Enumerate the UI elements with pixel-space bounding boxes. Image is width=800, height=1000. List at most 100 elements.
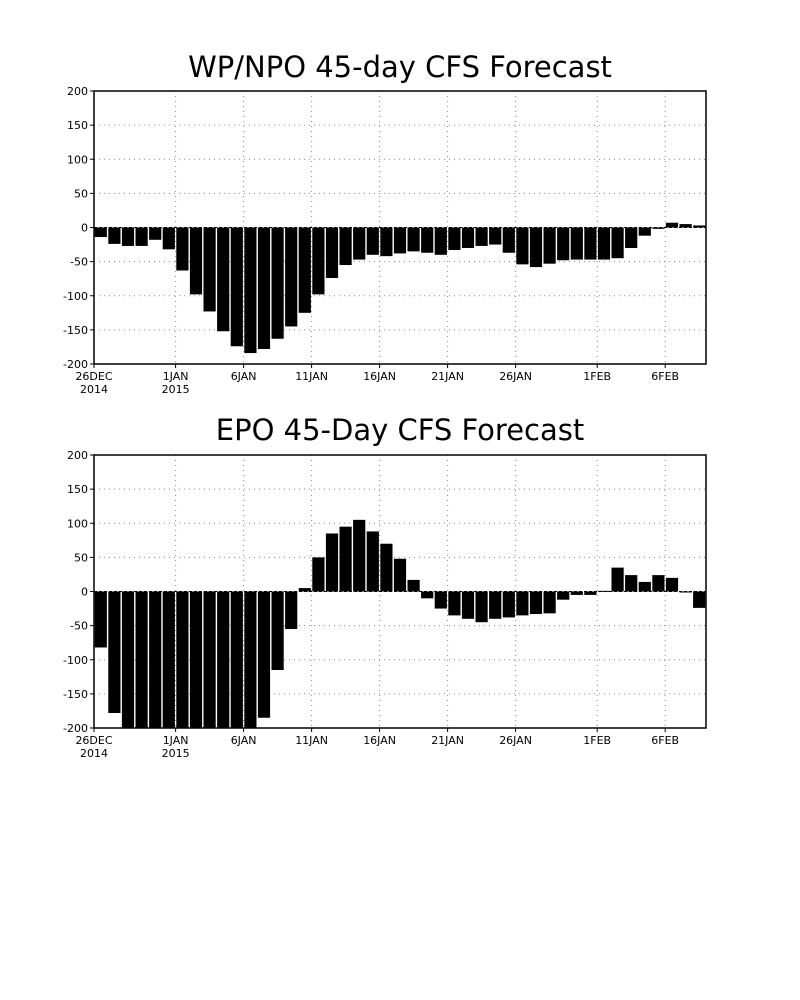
wp-npo-bar [652,227,665,229]
wp-npo-bar [597,227,611,260]
epo-bar [570,591,583,595]
epo-bar [285,591,298,630]
wp-npo-bar [312,227,325,295]
wp-npo-y-tick-label: -50 [70,256,88,269]
epo-bar [94,591,107,648]
epo-bar [489,591,502,619]
wp-npo-y-tick-label: -200 [63,358,88,371]
epo-bar [149,591,162,728]
wp-npo-bar [448,227,461,251]
wp-npo-bar [366,227,379,255]
epo-bar [162,591,175,728]
wp-npo-bar [353,227,366,260]
epo-bar [353,519,366,592]
wp-npo-x-tick-year-label: 2015 [162,383,190,396]
wp-npo-x-tick-label: 1JAN [163,370,189,383]
epo-bar [108,591,121,713]
wp-npo-bar [121,227,135,246]
wp-npo-bar [162,227,175,250]
epo-bar [557,591,570,600]
wp-npo-bar [108,227,121,244]
epo-bar [502,591,515,618]
epo-x-tick-label: 21JAN [431,734,464,747]
epo-bar [176,591,189,728]
wp-npo-x-tick-label: 26JAN [499,370,532,383]
epo-y-tick-label: -100 [63,654,88,667]
epo-bar [244,591,257,728]
epo-bar [393,558,407,592]
epo-bar [665,577,679,592]
epo-bar [461,591,475,619]
epo-x-tick-label: 1JAN [163,734,189,747]
epo-bar [121,591,135,728]
wp-npo-bar [285,227,298,327]
wp-npo-bar [94,227,107,238]
epo-bar [584,591,597,595]
epo-bar [135,591,148,728]
wp-npo-bar [176,227,189,271]
epo-bar [448,591,461,616]
epo-x-tick-label: 6JAN [231,734,257,747]
epo-bar [475,591,488,623]
wp-npo-bar [189,227,203,295]
wp-npo-bar [298,227,311,313]
epo-bar [421,591,434,599]
wp-npo-bar [502,227,515,253]
wp-npo-bar [557,227,570,261]
wp-npo-y-tick-label: -100 [63,290,88,303]
epo-y-tick-label: 150 [67,483,88,496]
epo-x-tick-year-label: 2015 [162,747,190,760]
wp-npo-bar [393,227,407,254]
wp-npo-x-tick-label: 16JAN [363,370,396,383]
epo-x-tick-year-label: 2014 [80,747,108,760]
epo-y-tick-label: 0 [81,586,88,599]
epo-bar [652,575,665,592]
epo-y-tick-label: 100 [67,517,88,530]
wp-npo-bar [271,227,284,339]
epo-bar [434,591,447,609]
wp-npo-bar [638,227,651,236]
wp-npo-bar [475,227,488,246]
wp-npo-bar [693,225,706,228]
epo-x-tick-label: 1FEB [583,734,611,747]
epo-bar [543,591,556,614]
wp-npo-y-tick-label: 0 [81,222,88,235]
wp-npo-bar [516,227,529,265]
wp-npo-bar [325,227,339,279]
wp-npo-y-tick-label: -150 [63,324,88,337]
epo-bar [407,579,420,592]
epo-bar [611,567,624,592]
epo-bar [230,591,243,728]
wp-npo-plot-frame [93,90,707,365]
wp-npo-bar [380,227,393,257]
wp-npo-x-tick-label: 1FEB [583,370,611,383]
wp-npo-bar [244,227,257,354]
epo-bar [325,533,339,592]
wp-npo-bar [529,227,543,268]
epo-bar [217,591,230,728]
epo-x-tick-label: 26DEC [75,734,112,747]
wp-npo-bar [679,224,692,228]
epo-chart-title: EPO 45-Day CFS Forecast [216,413,584,447]
epo-y-tick-label: -200 [63,722,88,735]
wp-npo-x-tick-label: 6FEB [651,370,679,383]
wp-npo-bar [149,227,162,240]
epo-y-tick-label: 50 [74,551,88,564]
epo-x-tick-label: 11JAN [295,734,328,747]
wp-npo-y-tick-label: 200 [67,85,88,98]
epo-bar [529,591,543,615]
wp-npo-bar [611,227,624,259]
epo-y-tick-label: -150 [63,688,88,701]
epo-bar [366,531,379,592]
wp-npo-x-tick-label: 21JAN [431,370,464,383]
wp-npo-bar [570,227,583,260]
wp-npo-bar [421,227,434,253]
wp-npo-y-tick-label: 100 [67,153,88,166]
wp-npo-bar [135,227,148,246]
wp-npo-bar [625,227,638,248]
wp-npo-bar [203,227,216,312]
epo-bar [257,591,271,718]
wp-npo-bar [339,227,352,266]
wp-npo-bar [257,227,271,349]
epo-plot-frame [93,454,707,729]
